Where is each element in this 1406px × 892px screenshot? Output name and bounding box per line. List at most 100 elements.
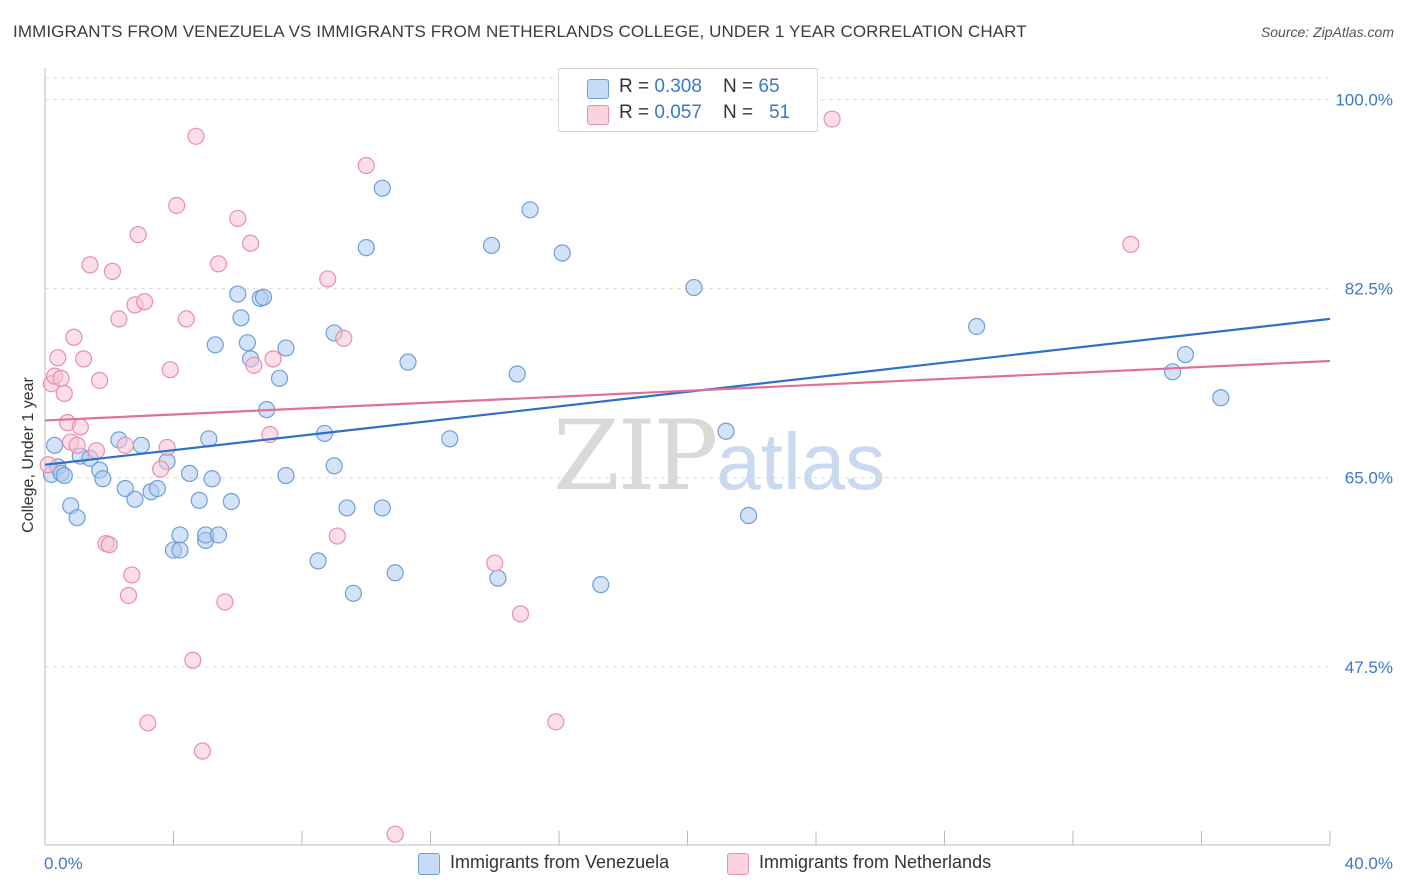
data-point bbox=[55, 384, 73, 403]
data-point bbox=[335, 329, 353, 347]
legend-series-name: Immigrants from Venezuela bbox=[450, 852, 670, 872]
data-point bbox=[254, 288, 273, 306]
data-point bbox=[139, 714, 157, 732]
data-point bbox=[277, 466, 295, 485]
legend-series-name: Immigrants from Netherlands bbox=[759, 852, 992, 872]
data-point bbox=[100, 536, 118, 554]
data-point bbox=[74, 350, 93, 368]
data-point bbox=[91, 371, 109, 390]
data-point bbox=[206, 336, 224, 354]
data-point bbox=[209, 526, 228, 544]
data-point bbox=[222, 492, 240, 511]
data-point bbox=[521, 201, 539, 219]
data-point bbox=[94, 470, 112, 488]
data-point bbox=[52, 369, 70, 387]
axis-labels: 100.0% 82.5% 65.0% 47.5% 0.0% 40.0% College, U… bbox=[20, 91, 1393, 873]
legend-r-label: R = bbox=[619, 76, 655, 97]
data-point bbox=[229, 209, 247, 228]
data-point bbox=[1176, 345, 1195, 364]
data-point bbox=[386, 564, 404, 582]
legend-text: R = 0.057 N = 51 bbox=[619, 102, 790, 124]
data-point bbox=[55, 466, 73, 485]
data-point bbox=[325, 457, 343, 475]
data-point bbox=[232, 309, 250, 327]
data-point bbox=[229, 285, 247, 303]
data-point bbox=[553, 244, 571, 262]
data-point bbox=[547, 713, 565, 731]
legend-r-value: 0.057 bbox=[654, 102, 702, 123]
y-axis-title: College, Under 1 year bbox=[20, 377, 37, 533]
data-point bbox=[126, 490, 144, 508]
data-point bbox=[1122, 235, 1140, 253]
data-point bbox=[171, 526, 189, 544]
correlation-legend: R = 0.308 N = 65 R = 0.057 N = 51 bbox=[558, 68, 818, 132]
axes bbox=[44, 68, 1331, 846]
data-point bbox=[46, 436, 64, 454]
legend-swatch-pink bbox=[727, 853, 749, 875]
data-point bbox=[489, 569, 507, 587]
watermark-atlas: atlas bbox=[716, 417, 886, 506]
legend-swatch-blue bbox=[587, 79, 609, 99]
data-point bbox=[158, 438, 176, 457]
legend-n-label: N = bbox=[723, 102, 759, 123]
data-point bbox=[71, 418, 89, 436]
y-tick-label: 100.0% bbox=[1335, 91, 1393, 110]
data-point bbox=[309, 552, 327, 570]
y-tick-label: 47.5% bbox=[1345, 658, 1393, 677]
data-point bbox=[180, 464, 199, 482]
data-point bbox=[386, 825, 404, 843]
data-point bbox=[264, 350, 282, 368]
data-point bbox=[68, 509, 86, 527]
legend-text: R = 0.308 N = 65 bbox=[619, 76, 780, 98]
data-point bbox=[129, 226, 147, 244]
data-point bbox=[152, 460, 170, 478]
data-point bbox=[171, 541, 189, 559]
watermark: ZIPatlas bbox=[553, 400, 885, 512]
data-point bbox=[319, 270, 337, 288]
data-point bbox=[87, 442, 106, 460]
data-point bbox=[441, 430, 459, 448]
data-point bbox=[148, 479, 167, 498]
data-point bbox=[177, 310, 195, 328]
data-point bbox=[508, 365, 526, 383]
data-point bbox=[399, 353, 417, 371]
data-point bbox=[245, 356, 263, 374]
y-tick-label: 65.0% bbox=[1345, 469, 1393, 488]
data-point bbox=[119, 586, 138, 605]
legend-r-label: R = bbox=[619, 102, 655, 123]
data-point bbox=[344, 584, 362, 602]
data-point bbox=[357, 239, 375, 257]
data-point bbox=[116, 479, 134, 498]
series-venezuela-points bbox=[42, 179, 1230, 602]
data-point bbox=[717, 422, 735, 440]
data-point bbox=[373, 179, 391, 197]
legend-n-value: 51 bbox=[768, 102, 791, 123]
data-point bbox=[123, 566, 141, 584]
data-point bbox=[193, 742, 212, 760]
data-point bbox=[184, 651, 202, 669]
data-point bbox=[328, 527, 346, 545]
data-point bbox=[190, 491, 208, 509]
data-point bbox=[739, 506, 758, 525]
legend-n-value: 65 bbox=[758, 76, 780, 97]
x-tick-label: 0.0% bbox=[44, 854, 83, 873]
data-point bbox=[187, 127, 205, 145]
data-point bbox=[277, 339, 295, 357]
data-point bbox=[209, 255, 228, 273]
data-point bbox=[823, 110, 841, 128]
data-point bbox=[116, 436, 134, 454]
data-point bbox=[132, 436, 150, 454]
data-point bbox=[65, 328, 83, 346]
source-label: Source: ZipAtlas.com bbox=[1260, 24, 1394, 40]
data-point bbox=[1163, 363, 1182, 381]
series-netherlands-points bbox=[39, 110, 1140, 843]
data-point bbox=[161, 361, 179, 379]
y-tick-label: 82.5% bbox=[1345, 280, 1393, 299]
data-point bbox=[373, 499, 391, 517]
legend-n-label: N = bbox=[723, 76, 759, 97]
data-point bbox=[242, 234, 260, 252]
data-point bbox=[68, 436, 86, 454]
chart-title: IMMIGRANTS FROM VENEZUELA VS IMMIGRANTS … bbox=[13, 22, 1027, 41]
data-point bbox=[511, 605, 530, 623]
